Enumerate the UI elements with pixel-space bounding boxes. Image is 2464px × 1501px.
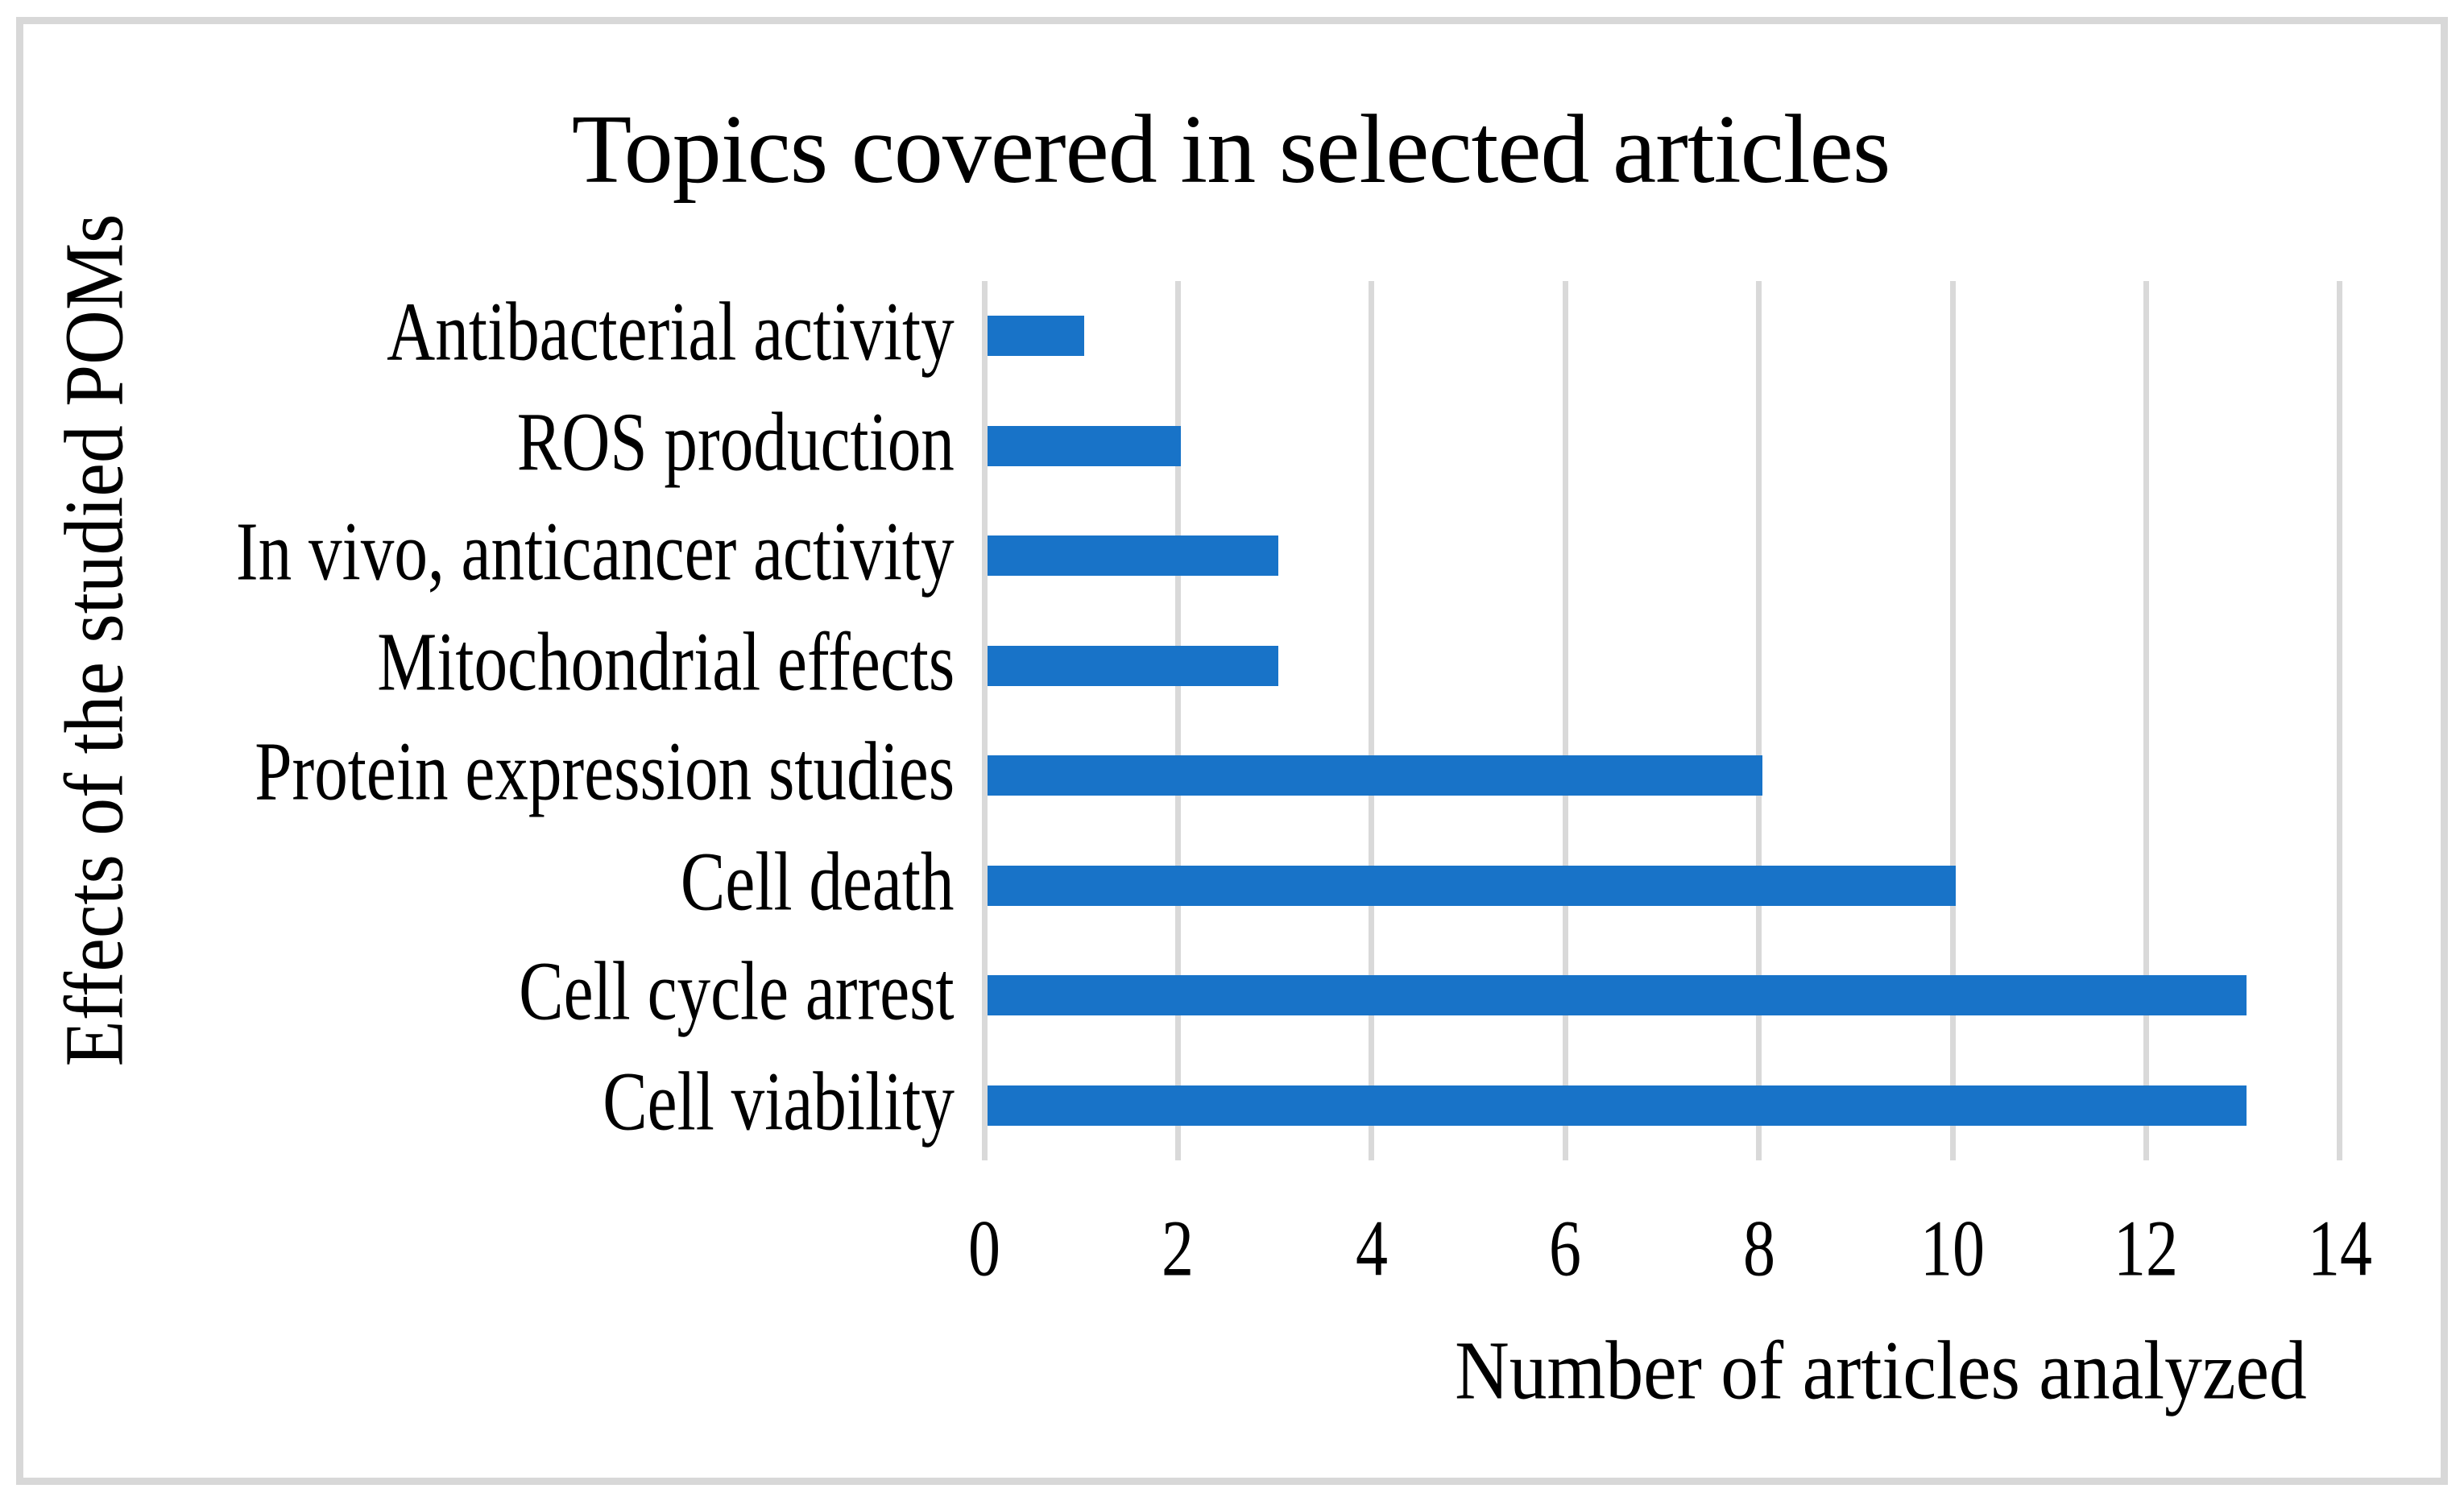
bar-antibacterial-activity: [988, 316, 1085, 357]
x-tick-label-4: 4: [1355, 1203, 1388, 1293]
bar-in-vivo-anticancer-activity: [988, 535, 1278, 577]
figure-border: [16, 17, 2448, 1485]
gridline-12: [2143, 281, 2149, 1160]
category-label-antibacterial-activity: Antibacterial activity: [387, 285, 955, 378]
bar-ros-production: [988, 425, 1182, 466]
x-tick-label-12: 12: [2114, 1203, 2179, 1293]
bar-mitochondrial-effects: [988, 645, 1278, 686]
y-axis-title: Effects of the studied POMs: [48, 213, 141, 1067]
x-tick-label-0: 0: [968, 1203, 1000, 1293]
plot-area: [981, 281, 2343, 1160]
bar-cell-cycle-arrest: [988, 975, 2247, 1016]
category-label-cell-cycle-arrest: Cell cycle arrest: [519, 945, 955, 1038]
category-label-cell-viability: Cell viability: [603, 1055, 955, 1148]
gridline-4: [1369, 281, 1375, 1160]
category-label-cell-death: Cell death: [681, 835, 955, 928]
x-tick-label-10: 10: [1920, 1203, 1985, 1293]
gridline-14: [2337, 281, 2343, 1160]
gridline-10: [1949, 281, 1956, 1160]
bar-protein-expression-studies: [988, 755, 1762, 796]
chart-title: Topics covered in selected articles: [571, 95, 1891, 204]
category-label-mitochondrial-effects: Mitochondrial effects: [377, 615, 955, 709]
x-tick-label-8: 8: [1742, 1203, 1775, 1293]
category-label-protein-expression-studies: Protein expression studies: [255, 725, 955, 818]
category-label-in-vivo-anticancer-activity: In vivo, anticancer activity: [236, 505, 955, 598]
x-tick-label-6: 6: [1549, 1203, 1582, 1293]
gridline-0: [981, 281, 988, 1160]
x-axis-title: Number of articles analyzed: [1455, 1324, 2307, 1417]
gridline-2: [1174, 281, 1181, 1160]
category-label-ros-production: ROS production: [516, 395, 955, 489]
x-tick-label-2: 2: [1162, 1203, 1195, 1293]
bar-cell-death: [988, 865, 1957, 906]
gridline-8: [1756, 281, 1762, 1160]
x-tick-label-14: 14: [2307, 1203, 2372, 1293]
bar-cell-viability: [988, 1085, 2247, 1126]
gridline-6: [1562, 281, 1568, 1160]
